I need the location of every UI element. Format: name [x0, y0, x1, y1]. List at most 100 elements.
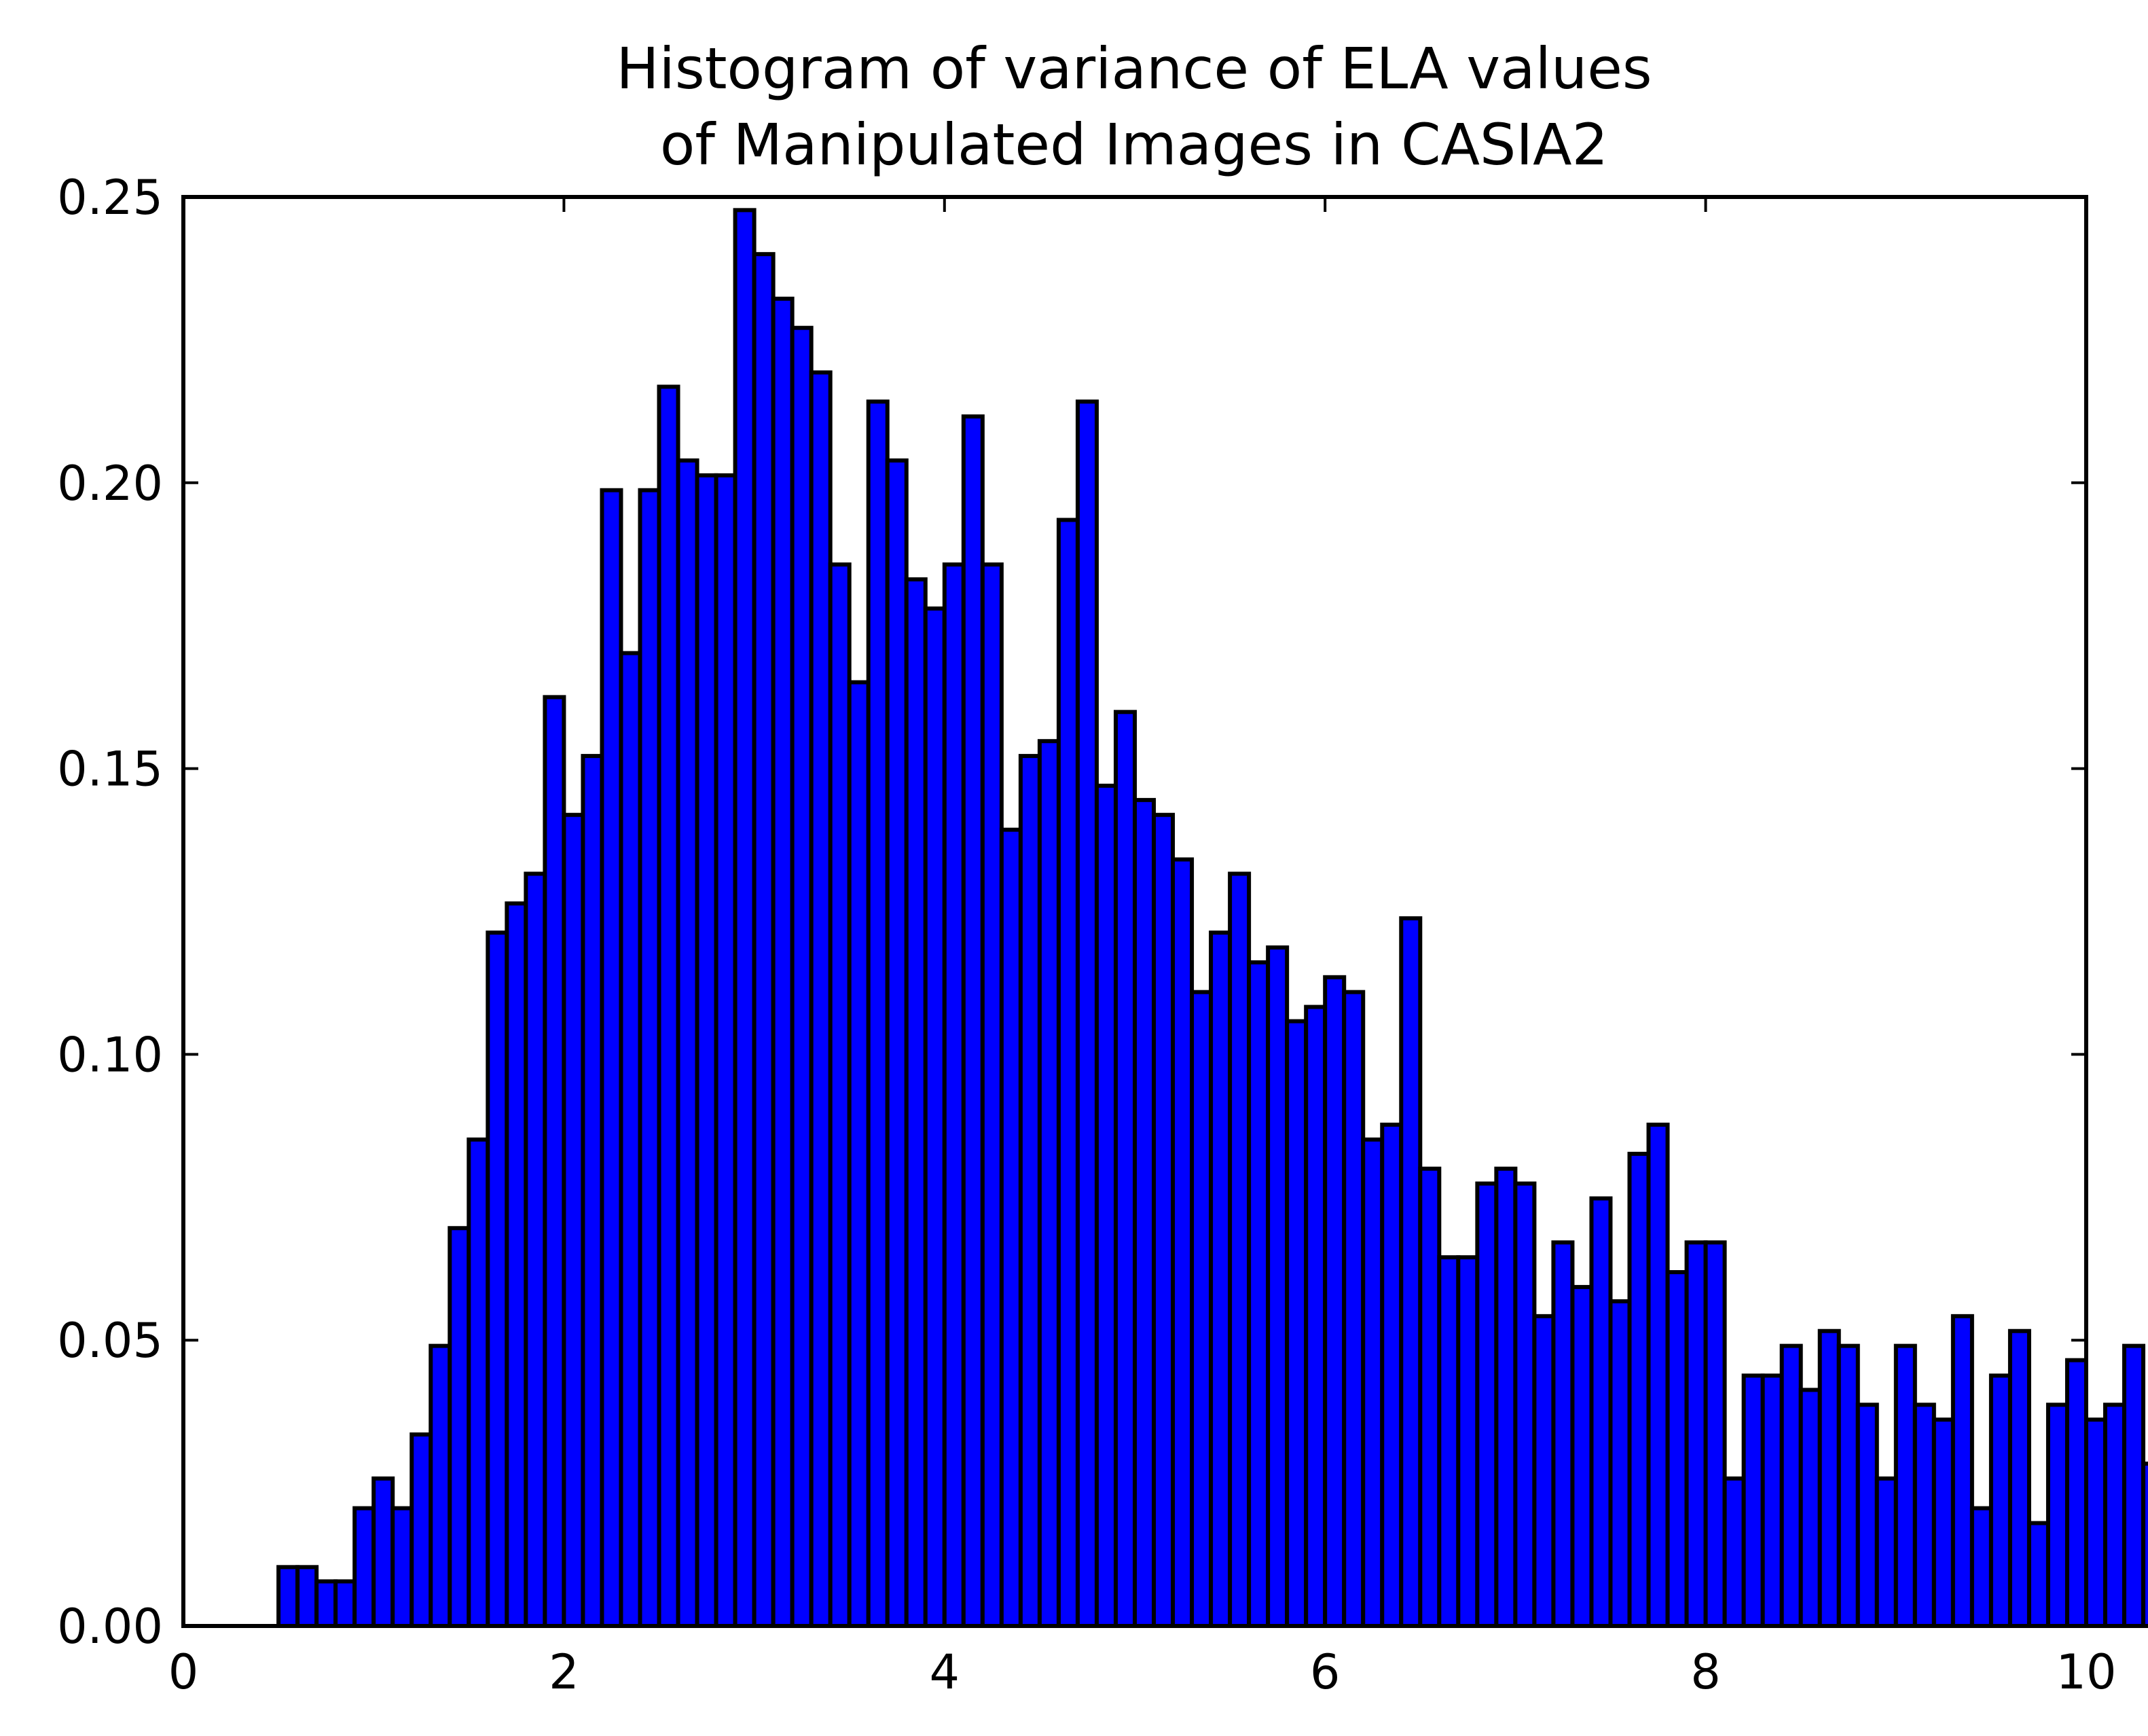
histogram-bar [1570, 1284, 1594, 1628]
histogram-bar [923, 606, 947, 1628]
histogram-bar [1931, 1417, 1955, 1628]
histogram-bar [1741, 1373, 1765, 1628]
histogram-bar [1722, 1476, 1746, 1628]
histogram-bar [524, 871, 547, 1628]
histogram-bar [2045, 1403, 2069, 1628]
histogram-bar [752, 252, 776, 1628]
x-tick-label: 6 [1310, 1644, 1341, 1700]
histogram-bar [1171, 857, 1195, 1628]
histogram-bar [790, 325, 814, 1628]
histogram-bar [448, 1226, 471, 1629]
histogram-bar [733, 208, 757, 1629]
histogram-bar [2141, 1461, 2148, 1628]
histogram-bar [809, 370, 833, 1628]
histogram-bar [1285, 1019, 1309, 1628]
histogram-bar [1836, 1343, 1860, 1628]
histogram-bar [904, 577, 928, 1628]
y-tick-label: 0.15 [57, 742, 163, 797]
histogram-bar [1817, 1328, 1841, 1628]
histogram-bar [1456, 1255, 1480, 1628]
histogram-bar [1608, 1299, 1632, 1628]
histogram-bar [1361, 1137, 1385, 1628]
histogram-bar [429, 1343, 452, 1628]
histogram-bar [961, 414, 985, 1628]
histogram-bar [1988, 1373, 2012, 1628]
histogram-bar [1152, 812, 1176, 1628]
histogram-bar [1399, 916, 1423, 1628]
histogram-bar [1532, 1314, 1556, 1628]
histogram-bar [1494, 1166, 1518, 1628]
histogram-bar [714, 473, 738, 1628]
histogram-bar [505, 901, 528, 1628]
histogram-bar [1779, 1343, 1803, 1628]
histogram-bar [942, 562, 966, 1628]
histogram-bar [1855, 1403, 1879, 1628]
histogram-bar [390, 1506, 414, 1628]
x-tick-label: 8 [1690, 1644, 1721, 1700]
histogram-bar [2007, 1328, 2031, 1628]
histogram-bar [1589, 1196, 1613, 1628]
histogram-bar [1950, 1314, 1974, 1628]
histogram-bar [1760, 1373, 1784, 1628]
y-tick-label: 0.20 [57, 456, 163, 511]
histogram-bar [1912, 1403, 1936, 1628]
histogram-bar [2026, 1521, 2050, 1628]
histogram-bar [1475, 1181, 1499, 1628]
histogram-bar [1418, 1166, 1442, 1628]
histogram-bar [1969, 1506, 1993, 1628]
histogram-bar [1684, 1240, 1708, 1628]
histogram-bar [1113, 710, 1137, 1628]
histogram-bar [657, 384, 680, 1628]
histogram-bar [1893, 1343, 1917, 1628]
histogram-bar [581, 754, 604, 1628]
histogram-bar [1380, 1122, 1404, 1628]
x-tick-label: 4 [930, 1644, 960, 1700]
histogram-bar [1627, 1151, 1651, 1628]
histogram-bar [1551, 1240, 1575, 1628]
histogram-bar [2084, 1417, 2108, 1628]
histogram-bar [1190, 990, 1214, 1629]
histogram-bar [295, 1565, 319, 1628]
x-tick-label: 0 [168, 1644, 199, 1700]
histogram-bar [1075, 399, 1099, 1628]
plot-frame [181, 195, 2088, 1628]
histogram-bar [409, 1432, 433, 1628]
chart-title-line-1: Histogram of variance of ELA values [616, 35, 1652, 102]
chart-title-line-2: of Manipulated Images in CASIA2 [660, 111, 1608, 178]
histogram-bar [1056, 518, 1080, 1628]
y-tick-label: 0.05 [57, 1313, 163, 1369]
histogram-bar [676, 458, 699, 1629]
histogram-bar [600, 488, 623, 1628]
histogram-bar [1342, 990, 1366, 1629]
histogram-bar [847, 680, 871, 1628]
histogram-bar [828, 562, 852, 1628]
histogram-bar [1513, 1181, 1537, 1628]
histogram-bar [619, 651, 642, 1628]
histogram-bar [980, 562, 1004, 1628]
histogram-bar [1798, 1388, 1822, 1628]
histogram-bar [1209, 930, 1233, 1628]
histogram-bar [1665, 1270, 1689, 1628]
histogram-bar [1037, 739, 1061, 1628]
histogram-bar [1247, 960, 1271, 1628]
histogram-bar [2064, 1358, 2088, 1628]
histogram-bar [1094, 783, 1118, 1628]
histogram-bar [1266, 945, 1290, 1628]
histogram-bar [1133, 797, 1157, 1628]
histogram-bar [467, 1137, 490, 1628]
y-tick-label: 0.25 [57, 170, 163, 225]
axis-tick-labels: 0 2 4 6 8 10 0.00 0.05 0.10 0.15 0.20 0.25 [57, 170, 2116, 1700]
histogram-bar [1874, 1476, 1898, 1628]
y-tick-label: 0.00 [57, 1599, 163, 1654]
histogram-bar [562, 812, 585, 1628]
x-tick-label: 10 [2056, 1644, 2116, 1700]
histogram-bar [2103, 1403, 2127, 1628]
histogram-bar [314, 1579, 338, 1629]
histogram-bar [1646, 1122, 1670, 1628]
histogram-bar [276, 1565, 300, 1628]
x-tick-label: 2 [549, 1644, 579, 1700]
histogram-bar [333, 1579, 357, 1629]
histogram-bar [1018, 754, 1042, 1628]
histogram-bar [543, 695, 566, 1628]
